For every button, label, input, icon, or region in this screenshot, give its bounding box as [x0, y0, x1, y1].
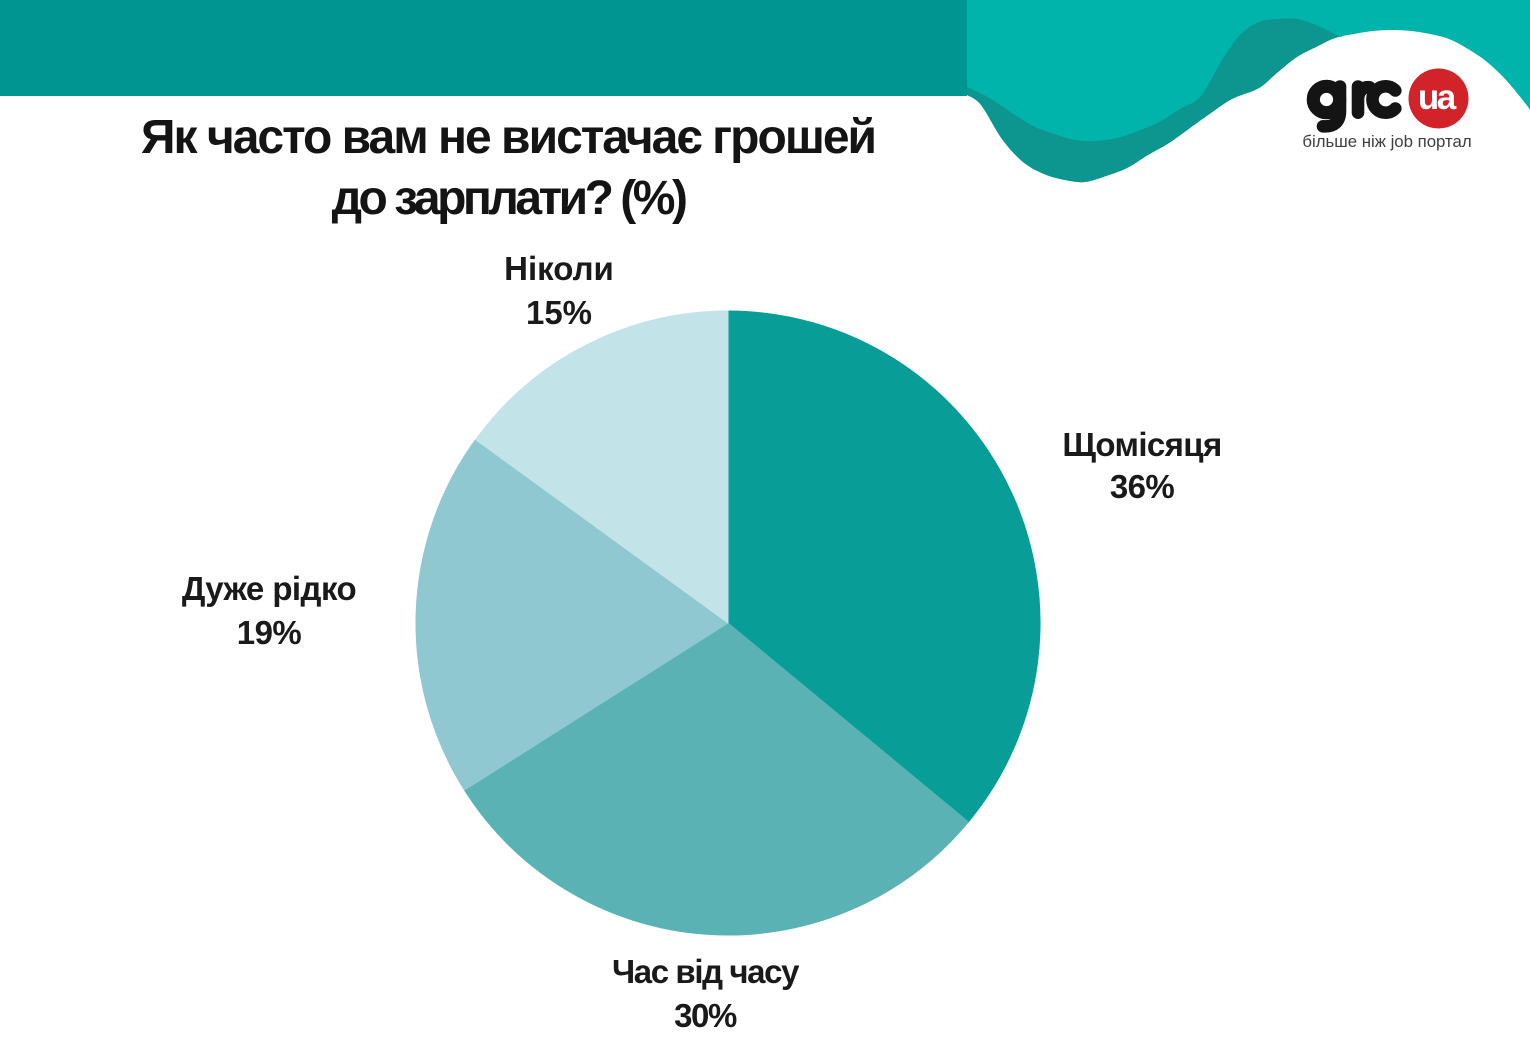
svg-text:ua: ua [1418, 78, 1457, 117]
